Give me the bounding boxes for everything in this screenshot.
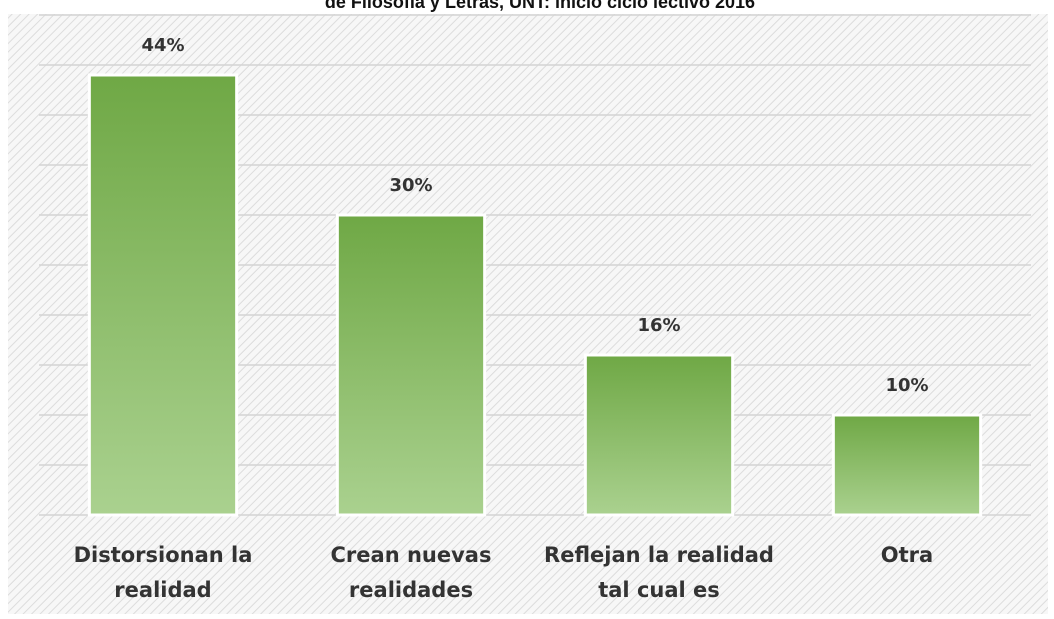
- data-label: 16%: [637, 315, 680, 336]
- x-tick-label: Otra: [880, 543, 934, 567]
- x-tick-label: Reflejan la realidad tal cual es: [544, 543, 774, 602]
- chart-title: de Filosofía y Letras, UNT: inicio ciclo…: [325, 0, 755, 12]
- data-label: 44%: [141, 35, 184, 56]
- x-tick-label: Distorsionan la realidad: [73, 543, 253, 602]
- bar: [335, 213, 487, 517]
- bar: [831, 413, 983, 517]
- data-label: 10%: [885, 375, 928, 396]
- x-tick-label: Crean nuevas realidades: [330, 543, 492, 602]
- data-label: 30%: [389, 175, 432, 196]
- bar: [583, 353, 735, 517]
- bar: [87, 73, 239, 517]
